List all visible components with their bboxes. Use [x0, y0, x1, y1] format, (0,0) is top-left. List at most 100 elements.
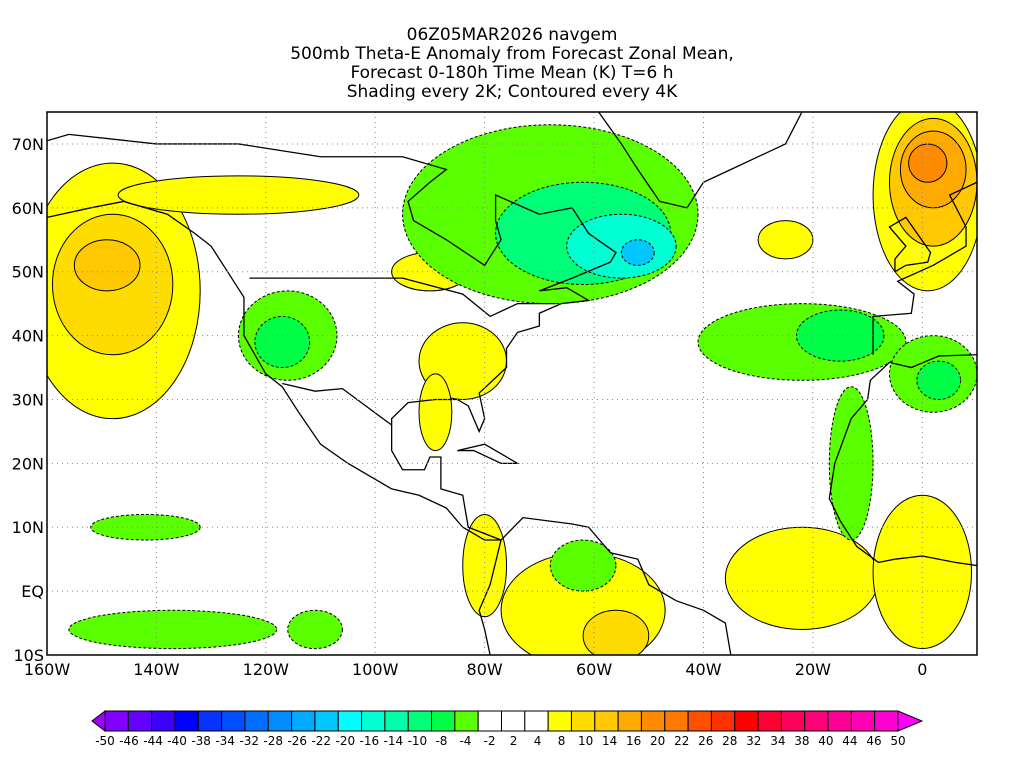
colorbar-label: 32 [746, 734, 761, 748]
colorbar-left-arrow [91, 709, 106, 733]
colorbar-box [524, 710, 549, 732]
colorbar: -50 -46 -44 -40 -38 -34 -32 -28 -26 -22 -20 -16 -14-… [91, 709, 924, 748]
colorbar-box [547, 710, 572, 732]
colorbar-box [664, 710, 689, 732]
colorbar-box [850, 710, 876, 732]
colorbar-label: 10 [578, 734, 593, 748]
colorbar-box [804, 710, 829, 732]
coastline-8 [249, 277, 556, 318]
y-tick-label: 50N [12, 263, 44, 282]
colorbar-box [710, 710, 736, 732]
gridlines [47, 112, 977, 655]
colorbar-label: 22 [674, 734, 689, 748]
colorbar-box [267, 710, 293, 732]
anomaly-region-europe-warm-center [908, 143, 948, 183]
colorbar-box [337, 710, 363, 732]
anomaly-region-mid-atlantic-warm [757, 220, 814, 260]
colorbar-box [780, 710, 806, 732]
y-tick-label: EQ [21, 582, 44, 601]
x-tick-label: 80W [467, 660, 503, 679]
colorbar-box [431, 710, 456, 732]
x-tick-label: 140W [133, 660, 180, 679]
x-tick-label: 100W [352, 660, 399, 679]
anomaly-region-central-america-warm [462, 513, 508, 618]
colorbar-label: 38 [794, 734, 809, 748]
colorbar-box [757, 710, 782, 732]
colorbar-box [384, 710, 409, 732]
colorbar-label: -20 [335, 734, 355, 748]
coastline-3 [478, 539, 502, 655]
anomaly-region-pacific-cold-east [287, 609, 343, 650]
colorbar-label: -22 [311, 734, 331, 748]
colorbar-label: 46 [866, 734, 881, 748]
coastline-5 [872, 181, 977, 355]
coastline-4 [828, 354, 977, 567]
colorbar-box [687, 710, 712, 732]
title-line-4: Shading every 2K; Contoured every 4K [346, 82, 678, 102]
x-tick-label: 0 [917, 660, 927, 679]
coastline-7 [457, 443, 520, 465]
colorbar-box [221, 710, 246, 732]
anomaly-region-gulf-warm [418, 373, 453, 452]
colorbar-label: 28 [722, 734, 737, 748]
anomaly-region-caribbean-cold [549, 539, 617, 592]
colorbar-box [314, 710, 339, 732]
colorbar-label: 16 [626, 734, 641, 748]
y-tick-label: 20N [12, 454, 44, 473]
colorbar-label: -8 [435, 734, 447, 748]
anomaly-fields [47, 112, 977, 655]
anomaly-region-nw-africa-cold-core [916, 360, 962, 400]
y-tick-label: 10N [12, 518, 44, 537]
colorbar-label: 8 [558, 734, 566, 748]
axis-ticks: 160W 140W 120W 100W 80W 60W 40W 20W 0 70N 60N 50N 40… [12, 135, 928, 679]
colorbar-box [501, 710, 526, 732]
x-tick-label: 40W [685, 660, 721, 679]
colorbar-box [291, 710, 316, 732]
colorbar-label: -34 [215, 734, 235, 748]
colorbar-label: 4 [534, 734, 542, 748]
colorbar-box [874, 710, 899, 732]
anomaly-region-africa-warm [872, 494, 973, 650]
colorbar-label: -16 [360, 734, 380, 748]
x-tick-label: 20W [795, 660, 831, 679]
colorbar-label: 34 [770, 734, 785, 748]
colorbar-box [127, 710, 153, 732]
coastline-0 [47, 133, 617, 541]
y-tick-label: 10S [13, 646, 44, 665]
anomaly-region-w-us-cold-core [254, 315, 311, 369]
colorbar-box [734, 710, 759, 732]
anomaly-region-atlantic-cold-tail [828, 386, 874, 541]
coastline-6 [888, 216, 932, 273]
anomaly-region-pacific-cold-north [90, 513, 201, 541]
colorbar-label: -38 [191, 734, 211, 748]
colorbar-label: -32 [239, 734, 259, 748]
colorbar-box [104, 710, 129, 732]
colorbar-box [827, 710, 852, 732]
plot-frame [46, 111, 978, 656]
colorbar-label: 14 [602, 734, 617, 748]
anomaly-region-labrador-cold-center [620, 239, 655, 266]
coastline-9 [282, 382, 393, 426]
colorbar-box [454, 710, 479, 732]
colorbar-box [361, 710, 386, 732]
colorbar-label: -26 [287, 734, 307, 748]
y-tick-label: 60N [12, 199, 44, 218]
coastline-2 [500, 516, 732, 655]
coastline-1 [597, 112, 803, 209]
colorbar-box [174, 710, 199, 732]
anomaly-region-tropical-atlantic-warm [724, 526, 880, 630]
colorbar-right-arrow [897, 710, 924, 732]
colorbar-label: -50 [95, 734, 115, 748]
y-tick-label: 30N [12, 390, 44, 409]
coastlines [47, 112, 977, 655]
colorbar-label: -44 [143, 734, 163, 748]
anomaly-region-pacific-cold-south [68, 609, 278, 650]
title-line-2: 500mb Theta-E Anomaly from Forecast Zona… [290, 44, 734, 64]
anomaly-region-s-america-warm-core [582, 609, 650, 655]
colorbar-box [570, 710, 596, 732]
y-tick-label: 70N [12, 135, 44, 154]
colorbar-label: 44 [842, 734, 857, 748]
colorbar-box [640, 710, 666, 732]
colorbar-box [407, 710, 433, 732]
colorbar-label: 2 [510, 734, 518, 748]
